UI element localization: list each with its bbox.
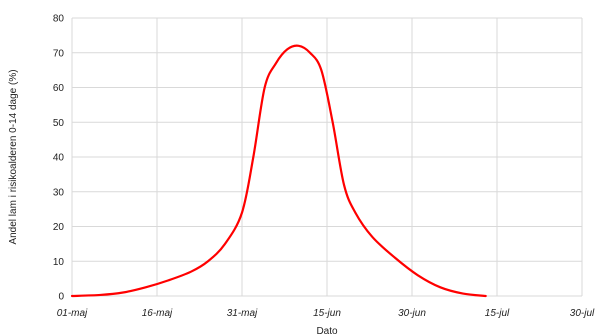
x-tick-label: 30-jun	[398, 308, 426, 319]
x-tick-label: 31-maj	[227, 308, 258, 319]
y-tick-label: 10	[53, 257, 65, 268]
grid	[71, 17, 583, 297]
y-tick-label: 70	[53, 48, 65, 59]
x-axis-label: Dato	[316, 326, 338, 336]
y-tick-label: 0	[58, 292, 64, 303]
y-axis-label: Andel lam i risikoalderen 0-14 dage (%)	[8, 69, 19, 244]
x-tick-label: 16-maj	[142, 308, 173, 319]
y-tick-label: 40	[53, 153, 65, 164]
y-axis-ticks: 0 10 20 30 40 50 60 70 80	[53, 14, 65, 303]
x-tick-label: 15-jul	[485, 308, 510, 319]
y-tick-label: 50	[53, 118, 65, 129]
x-tick-label: 30-jul	[570, 308, 595, 319]
y-tick-label: 20	[53, 222, 65, 233]
series-line	[70, 44, 487, 298]
x-tick-label: 01-maj	[57, 308, 88, 319]
x-axis-ticks: 01-maj 16-maj 31-maj 15-jun 30-jun 15-jul 30-j…	[57, 308, 595, 319]
y-tick-label: 80	[53, 14, 65, 25]
y-tick-label: 60	[53, 83, 65, 94]
y-tick-label: 30	[53, 187, 65, 198]
x-tick-label: 15-jun	[313, 308, 341, 319]
